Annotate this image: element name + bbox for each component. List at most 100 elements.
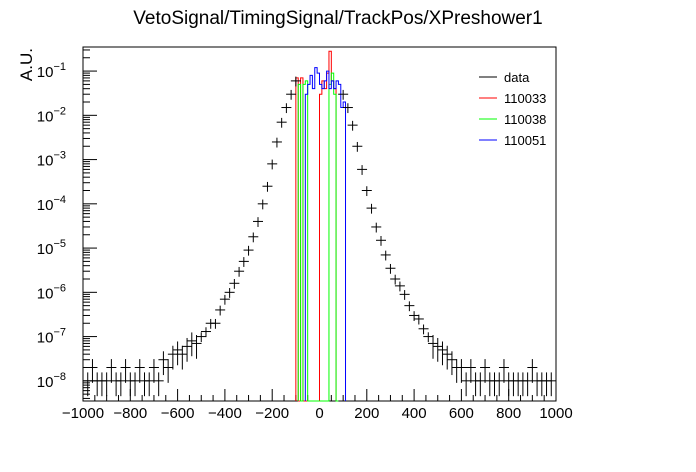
data-point — [191, 335, 202, 359]
data-point — [342, 103, 353, 114]
data-point — [470, 372, 481, 397]
data-point — [186, 332, 197, 357]
data-point — [418, 324, 429, 335]
legend-label: 110051 — [504, 133, 546, 148]
y-tick-label: 10−7 — [37, 327, 66, 347]
data-point — [257, 199, 268, 210]
y-tick-label: 10−2 — [37, 105, 66, 125]
y-tick-exponent: −4 — [53, 194, 66, 206]
data-point — [404, 301, 415, 312]
data-point — [489, 372, 500, 397]
y-tick-label: 10−4 — [37, 194, 66, 214]
data-point — [148, 359, 159, 383]
data-point — [82, 372, 93, 397]
y-tick-exponent: −1 — [53, 61, 66, 73]
legend-entry: 110033 — [479, 91, 546, 106]
data-point — [480, 359, 491, 383]
data-point — [153, 372, 164, 397]
data-point — [508, 372, 519, 397]
y-tick-exponent: −5 — [53, 238, 66, 250]
x-tick-label: 1000 — [539, 405, 572, 422]
y-tick-label: 10−1 — [37, 61, 66, 81]
y-tick-base: 10 — [37, 108, 54, 125]
data-point — [536, 372, 547, 397]
data-point — [182, 337, 193, 362]
data-point — [111, 372, 122, 397]
y-tick-exponent: −8 — [53, 371, 66, 383]
legend: data 110033 110038 110051 — [479, 70, 546, 148]
y-tick-base: 10 — [37, 197, 54, 214]
data-point — [375, 235, 386, 246]
legend-label: 110038 — [504, 112, 546, 127]
data-point — [399, 290, 410, 300]
data-point — [158, 351, 169, 376]
data-point — [541, 372, 552, 397]
data-point — [281, 103, 292, 114]
y-axis-label: A.U. — [17, 48, 36, 81]
y-tick-exponent: −7 — [53, 327, 66, 339]
data-point — [366, 203, 377, 214]
data-point — [92, 372, 103, 397]
data-point — [361, 186, 372, 197]
data-point — [475, 372, 486, 397]
x-tick-label: −1000 — [62, 405, 104, 422]
y-tick-label: 10−3 — [37, 150, 66, 170]
y-tick-exponent: −2 — [53, 105, 66, 117]
series-110033-line — [295, 50, 337, 402]
y-tick-exponent: −3 — [53, 150, 66, 162]
data-point — [200, 327, 211, 338]
data-point — [87, 359, 98, 383]
y-tick-base: 10 — [37, 153, 54, 170]
x-tick-label: 800 — [496, 405, 521, 422]
data-point — [498, 359, 509, 383]
data-point — [177, 345, 188, 370]
x-axis: −1000 −800 −600 −400 −200 0 200 400 600 800 1000 — [62, 389, 573, 422]
x-tick-label: −200 — [255, 405, 289, 422]
data-point — [219, 294, 230, 305]
y-tick-base: 10 — [37, 374, 54, 391]
data-point — [461, 372, 472, 397]
data-point — [371, 222, 382, 233]
data-point — [338, 89, 349, 100]
legend-entry: 110051 — [479, 133, 546, 148]
series-110051-line — [304, 67, 347, 401]
data-point — [446, 351, 457, 376]
data-point — [196, 332, 207, 343]
data-point — [290, 76, 301, 87]
data-point — [267, 159, 278, 170]
data-point — [215, 305, 226, 316]
data-point — [262, 181, 273, 192]
data-point — [139, 372, 150, 397]
y-tick-base: 10 — [37, 330, 54, 347]
x-tick-label: 600 — [449, 405, 474, 422]
chart-title: VetoSignal/TimingSignal/TrackPos/XPresho… — [133, 8, 542, 29]
series-layer — [295, 50, 347, 402]
y-tick-exponent: −6 — [53, 282, 66, 294]
data-point — [144, 372, 155, 397]
y-tick-base: 10 — [37, 64, 54, 81]
data-point — [456, 359, 467, 383]
y-axis: 10−810−710−610−510−410−310−210−1 — [37, 49, 97, 399]
data-point — [390, 274, 401, 285]
data-point — [522, 372, 533, 397]
data-point — [437, 341, 448, 366]
data-point — [243, 245, 254, 256]
data-point — [253, 217, 264, 227]
legend-label: data — [504, 70, 530, 85]
y-tick-base: 10 — [37, 285, 54, 302]
data-point — [210, 318, 221, 329]
data-point — [442, 345, 453, 370]
data-point — [172, 341, 183, 366]
data-point — [130, 372, 141, 397]
x-tick-label: −800 — [113, 405, 147, 422]
legend-label: 110033 — [504, 91, 546, 106]
y-tick-label: 10−5 — [37, 238, 66, 258]
data-point — [357, 165, 368, 175]
data-point — [532, 372, 543, 397]
data-point — [484, 372, 495, 397]
data-point — [527, 359, 538, 383]
x-tick-label: 0 — [315, 405, 323, 422]
data-point — [352, 141, 363, 152]
x-tick-label: −400 — [208, 405, 242, 422]
